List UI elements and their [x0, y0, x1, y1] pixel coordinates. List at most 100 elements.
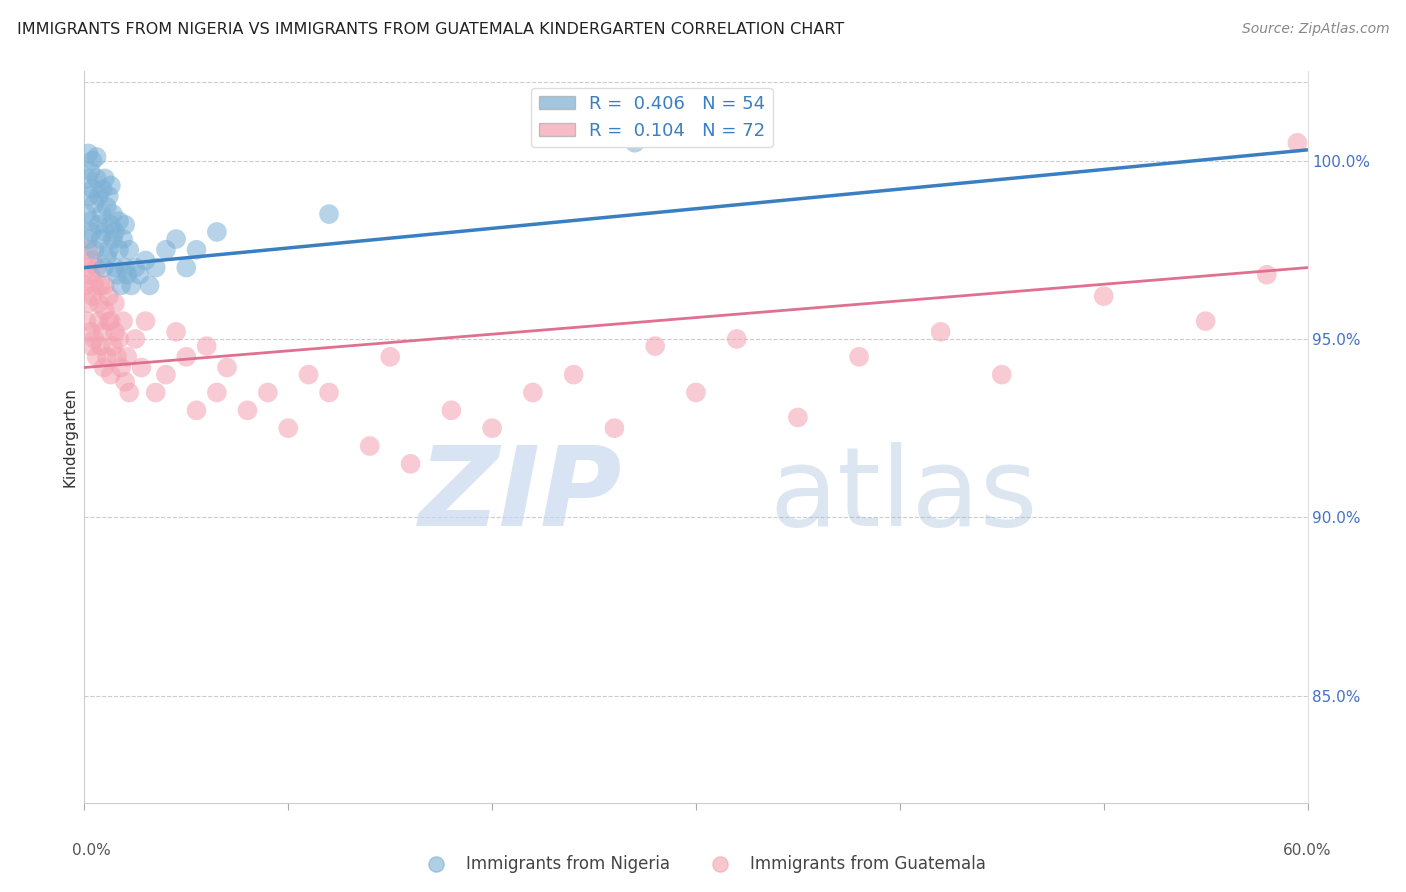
Legend: R =  0.406   N = 54, R =  0.104   N = 72: R = 0.406 N = 54, R = 0.104 N = 72 — [531, 87, 772, 147]
Point — [76, 260, 98, 275]
Point — [155, 243, 177, 257]
Point — [80, 225, 103, 239]
Point — [145, 260, 167, 275]
Point — [257, 385, 280, 400]
Point — [114, 260, 136, 275]
Point — [86, 260, 108, 275]
Point — [82, 182, 104, 196]
Point — [562, 368, 585, 382]
Point — [110, 360, 132, 375]
Point — [83, 196, 105, 211]
Point — [76, 171, 98, 186]
Point — [86, 171, 108, 186]
Point — [96, 250, 118, 264]
Point — [195, 339, 218, 353]
Point — [79, 268, 101, 282]
Point — [277, 421, 299, 435]
Point — [165, 232, 187, 246]
Point — [205, 385, 228, 400]
Point — [91, 325, 114, 339]
Point — [79, 164, 101, 178]
Point — [79, 189, 101, 203]
Point — [93, 360, 115, 375]
Point — [112, 232, 135, 246]
Point — [100, 218, 122, 232]
Point — [236, 403, 259, 417]
Point — [79, 214, 101, 228]
Point — [787, 410, 810, 425]
Point — [603, 421, 626, 435]
Point — [124, 332, 146, 346]
Point — [83, 243, 105, 257]
Point — [115, 350, 138, 364]
Point — [87, 218, 110, 232]
Point — [112, 314, 135, 328]
Point — [93, 278, 115, 293]
Point — [481, 421, 503, 435]
Point — [1286, 136, 1309, 150]
Point — [104, 225, 127, 239]
Point — [110, 278, 132, 293]
Point — [93, 225, 115, 239]
Point — [93, 303, 115, 318]
Point — [93, 171, 115, 186]
Point — [685, 385, 707, 400]
Point — [108, 214, 131, 228]
Point — [1195, 314, 1218, 328]
Point — [440, 403, 463, 417]
Point — [104, 325, 127, 339]
Point — [135, 253, 157, 268]
Point — [155, 368, 177, 382]
Text: ZIP: ZIP — [419, 442, 623, 549]
Point — [205, 225, 228, 239]
Point — [124, 260, 146, 275]
Point — [118, 243, 141, 257]
Point — [82, 253, 104, 268]
Point — [104, 296, 127, 310]
Point — [100, 314, 122, 328]
Point — [80, 339, 103, 353]
Point — [93, 260, 115, 275]
Text: 0.0%: 0.0% — [72, 843, 111, 858]
Point — [77, 232, 100, 246]
Point — [186, 403, 208, 417]
Point — [991, 368, 1014, 382]
Point — [82, 153, 104, 168]
Point — [135, 314, 157, 328]
Point — [83, 332, 105, 346]
Point — [86, 150, 108, 164]
Point — [87, 314, 110, 328]
Point — [101, 207, 124, 221]
Point — [1092, 289, 1115, 303]
Point — [77, 243, 100, 257]
Point — [90, 339, 112, 353]
Point — [174, 350, 197, 364]
Point — [318, 385, 340, 400]
Point — [87, 189, 110, 203]
Text: 60.0%: 60.0% — [1284, 843, 1331, 858]
Point — [97, 189, 120, 203]
Point — [298, 368, 321, 382]
Point — [105, 268, 128, 282]
Point — [90, 232, 112, 246]
Text: atlas: atlas — [769, 442, 1038, 549]
Point — [174, 260, 197, 275]
Point — [104, 260, 127, 275]
Point — [101, 232, 124, 246]
Point — [131, 360, 153, 375]
Point — [929, 325, 952, 339]
Point — [114, 375, 136, 389]
Y-axis label: Kindergarten: Kindergarten — [62, 387, 77, 487]
Point — [108, 332, 131, 346]
Point — [644, 339, 666, 353]
Point — [165, 325, 187, 339]
Point — [97, 289, 120, 303]
Point — [96, 350, 118, 364]
Point — [75, 278, 97, 293]
Point — [79, 325, 101, 339]
Point — [100, 368, 122, 382]
Point — [128, 268, 150, 282]
Point — [848, 350, 870, 364]
Point — [87, 296, 110, 310]
Point — [101, 339, 124, 353]
